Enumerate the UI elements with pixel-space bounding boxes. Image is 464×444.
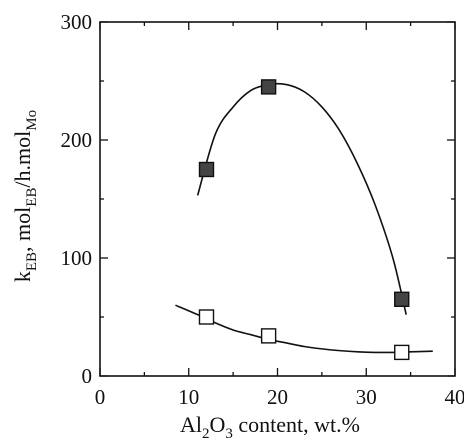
y-tick-label: 200 — [61, 128, 93, 152]
filled-square-marker — [394, 291, 410, 307]
tick-labels: 0 10 20 30 40 0 100 200 300 — [61, 10, 464, 409]
open-square-marker — [260, 328, 277, 344]
x-tick-label: 20 — [267, 385, 288, 409]
y-tick-label: 100 — [61, 246, 93, 270]
open-square-marker — [198, 309, 215, 325]
y-tick-label: 300 — [61, 10, 93, 34]
fit-curve-1 — [196, 82, 407, 315]
y-tick-label: 0 — [82, 364, 93, 388]
data-markers — [198, 79, 410, 361]
x-tick-label: 10 — [178, 385, 199, 409]
fit-curves — [175, 82, 433, 354]
x-tick-label: 0 — [95, 385, 106, 409]
fit-curve-2 — [175, 304, 433, 354]
filled-square-marker — [198, 161, 215, 178]
x-tick-label: 30 — [356, 385, 377, 409]
x-tick-label: 40 — [445, 385, 464, 409]
filled-square-marker — [260, 79, 277, 95]
x-axis-label: Al2O3 content, wt.% — [180, 412, 360, 442]
plot-area — [99, 21, 456, 377]
y-axis-label: kEB, molEB/h.molMo — [10, 110, 40, 282]
plot-frame — [99, 21, 456, 377]
axis-ticks — [99, 21, 456, 377]
open-square-marker — [394, 344, 410, 361]
